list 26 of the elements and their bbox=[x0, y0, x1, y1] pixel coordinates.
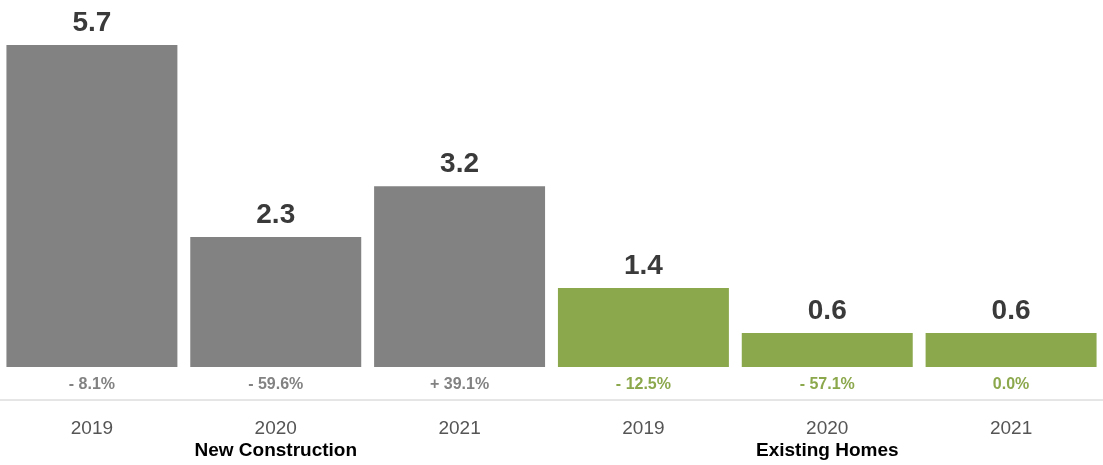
text: - 12.5% bbox=[615, 375, 671, 393]
text: New Construction bbox=[194, 439, 358, 461]
data-label: 0.6 bbox=[991, 293, 1031, 325]
data-label: 2.3 bbox=[256, 197, 296, 229]
x-tick-label: 2019 bbox=[70, 416, 114, 438]
text: - 8.1% bbox=[68, 375, 116, 393]
text: - 57.1% bbox=[799, 375, 855, 393]
x-tick-label: 2021 bbox=[989, 416, 1033, 438]
text: Existing Homes bbox=[755, 439, 899, 461]
x-tick-label: 2019 bbox=[622, 416, 665, 438]
x-tick-label: 2020 bbox=[806, 416, 849, 438]
x-tick-label: 2021 bbox=[438, 416, 481, 438]
bar bbox=[557, 287, 729, 367]
x-tick-label: 2020 bbox=[254, 416, 297, 438]
data-label: 3.2 bbox=[440, 146, 480, 178]
bar bbox=[925, 333, 1097, 367]
bar bbox=[190, 237, 362, 367]
bar bbox=[374, 186, 546, 367]
bar bbox=[6, 45, 178, 367]
text: + 39.1% bbox=[430, 375, 490, 393]
text: 0.0% bbox=[992, 375, 1030, 393]
data-label: 0.6 bbox=[807, 293, 847, 325]
data-label: 1.4 bbox=[623, 248, 664, 280]
data-label: 5.7 bbox=[72, 5, 112, 37]
text: - 59.6% bbox=[248, 375, 304, 393]
bar bbox=[741, 333, 913, 367]
